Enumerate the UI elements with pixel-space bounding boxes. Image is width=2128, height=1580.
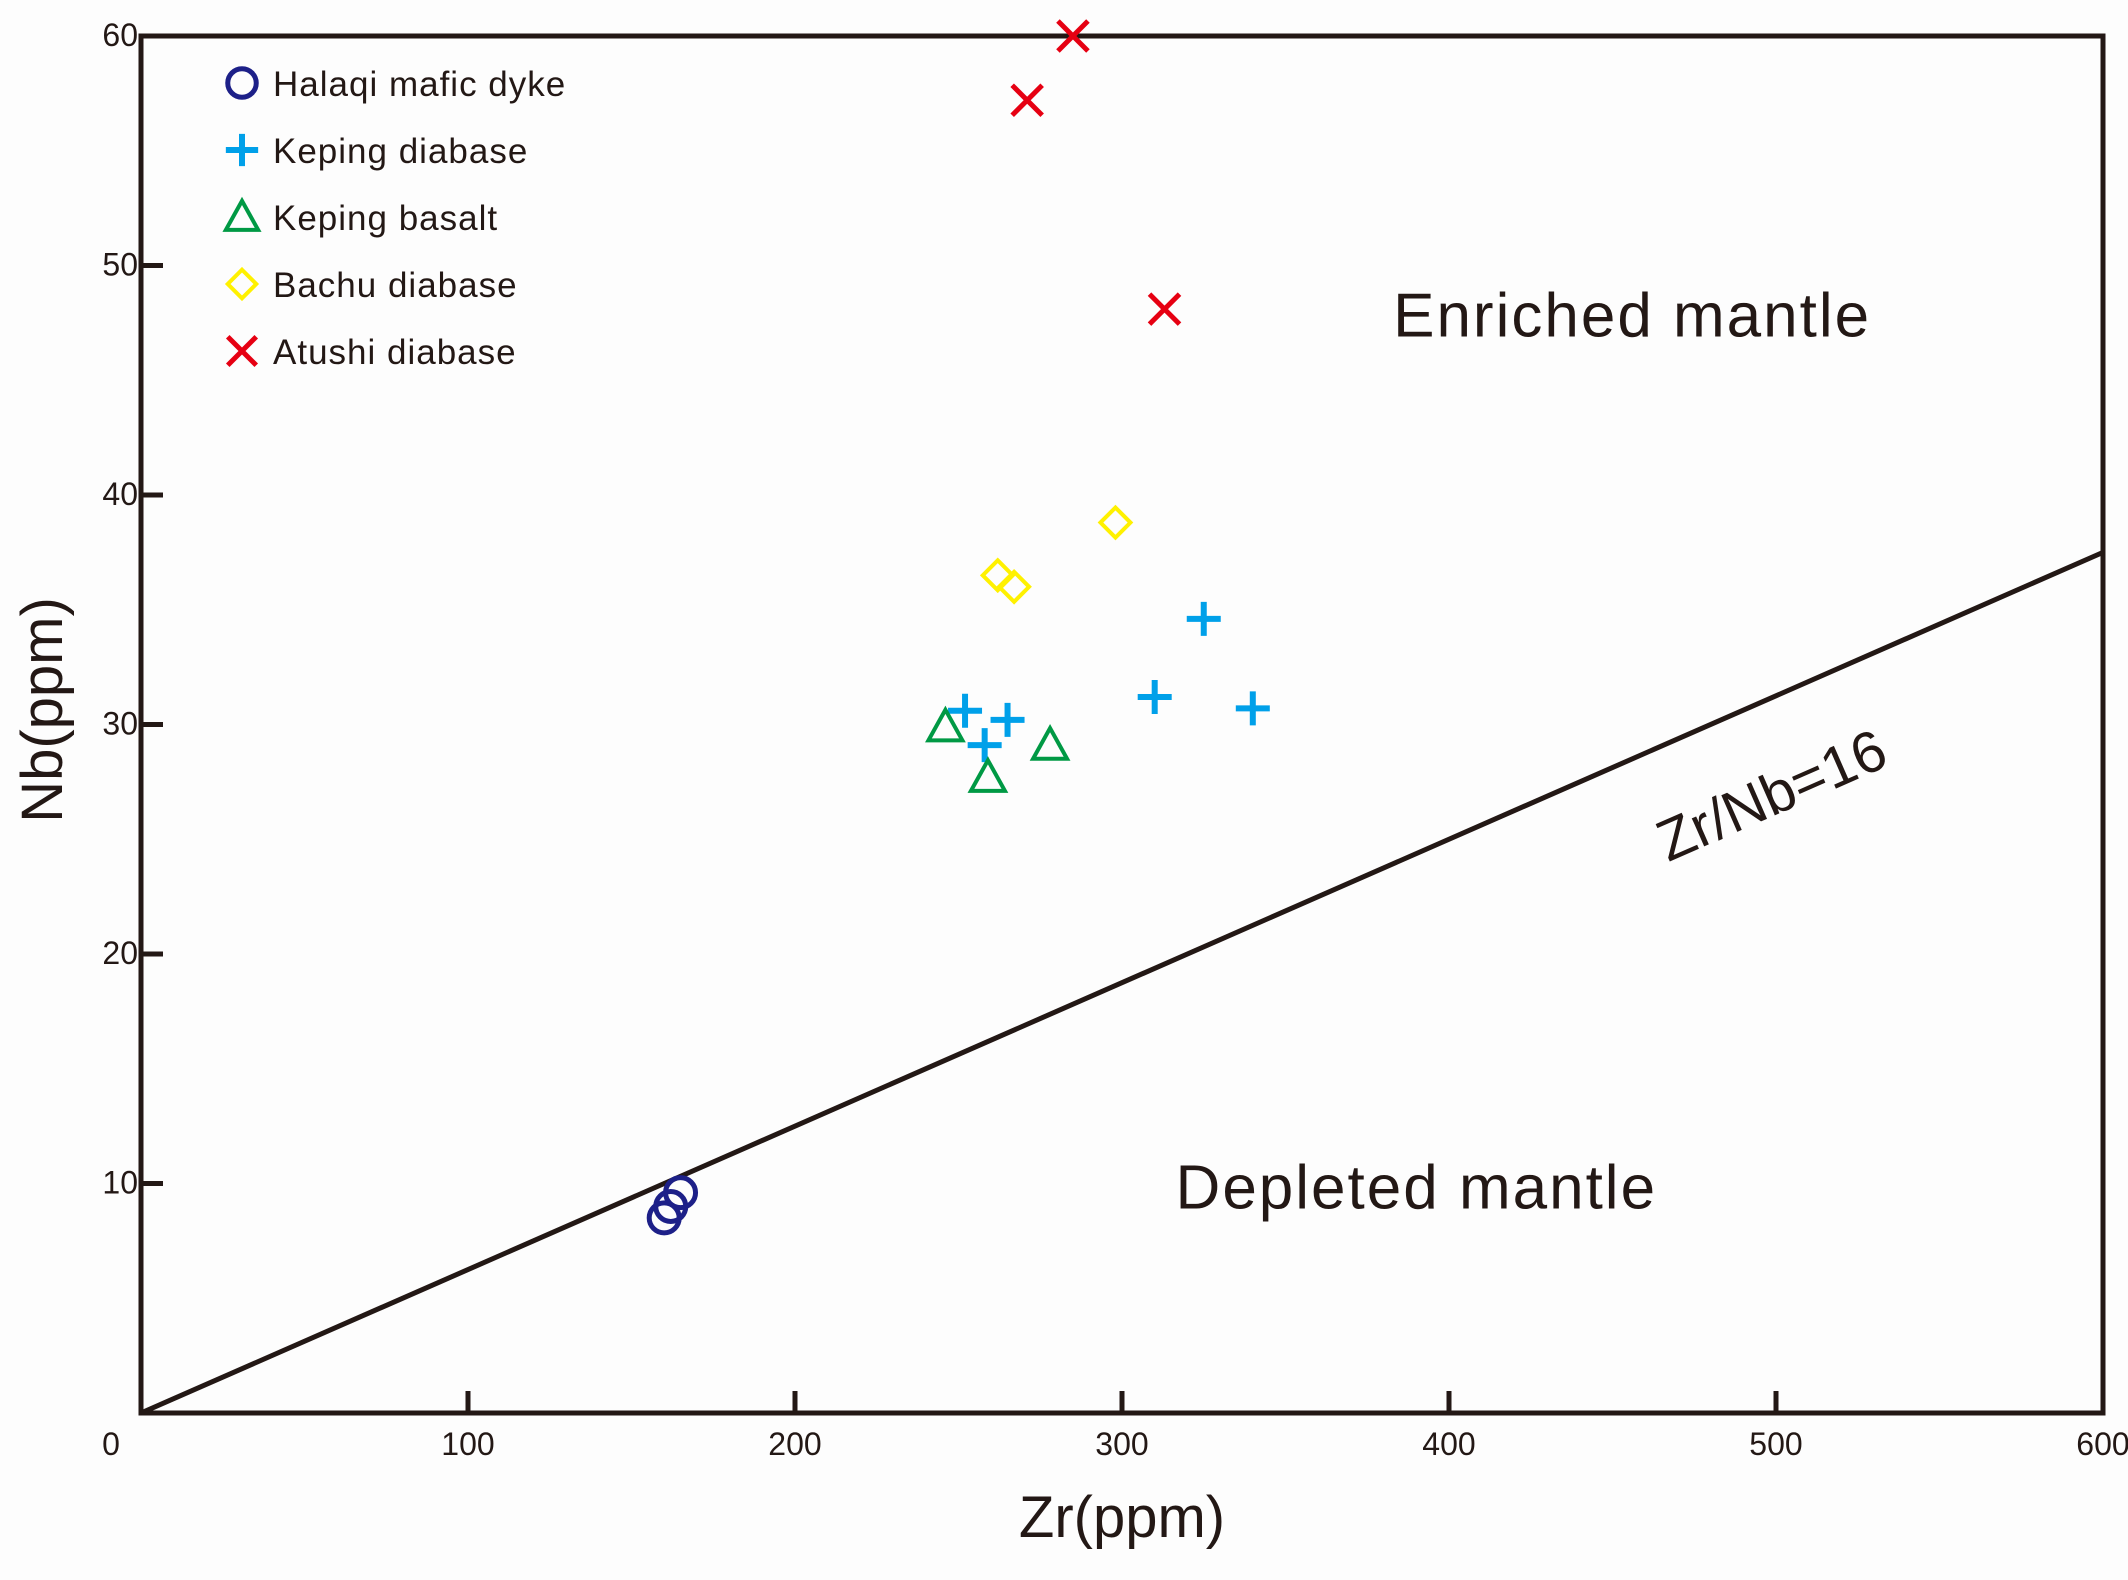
legend-label-keping-diabase: Keping diabase xyxy=(273,132,528,171)
data-point-atushi-diabase xyxy=(1010,83,1044,118)
y-tick-label: 30 xyxy=(102,706,138,742)
annotations: Enriched mantle Depleted mantle xyxy=(1176,282,1871,1223)
legend-label-keping-basalt: Keping basalt xyxy=(273,199,498,238)
legend-marker-bachu-diabase xyxy=(224,266,260,302)
y-tick-label: 10 xyxy=(102,1165,138,1201)
x-axis-title: Zr(ppm) xyxy=(1019,1485,1225,1550)
data-point-bachu-diabase xyxy=(1097,504,1134,541)
y-tick-label: 50 xyxy=(102,247,138,283)
legend-marker-atushi-diabase xyxy=(225,334,259,368)
x-tick-label: 100 xyxy=(441,1426,494,1462)
legend-label-bachu-diabase: Bachu diabase xyxy=(273,266,518,305)
data-point-keping-diabase xyxy=(1235,691,1270,726)
x-tick-label: 0 xyxy=(102,1426,120,1462)
legend: Halaqi mafic dyke Keping diabase Keping ba… xyxy=(222,65,566,372)
legend-marker-keping-diabase xyxy=(225,133,259,167)
legend-label-atushi-diabase: Atushi diabase xyxy=(273,333,517,372)
data-point-bachu-diabase xyxy=(996,568,1032,605)
plot-area xyxy=(138,33,2106,1416)
region-label-depleted-mantle: Depleted mantle xyxy=(1176,1154,1658,1223)
y-tick-label: 60 xyxy=(102,17,138,53)
data-point-keping-basalt xyxy=(1029,724,1071,761)
legend-label-halaqi-mafic-dyke: Halaqi mafic dyke xyxy=(273,65,566,104)
y-tick-label: 40 xyxy=(102,476,138,512)
legend-marker-halaqi-mafic-dyke xyxy=(225,66,259,100)
data-point-keping-basalt xyxy=(967,756,1009,793)
axes-layer: 0 100 200 300 400 500 600 10 20 30 40 50 60 Zr(ppm) Nb… xyxy=(10,17,2128,1550)
reference-line-label: Zr/Nb=16 xyxy=(1647,717,1896,874)
data-point-keping-diabase xyxy=(948,693,983,728)
x-tick-label: 600 xyxy=(2076,1426,2128,1462)
legend-marker-keping-basalt xyxy=(222,196,262,232)
reference-line-zr-nb-16 xyxy=(139,550,2105,1416)
data-point-atushi-diabase xyxy=(1147,292,1182,326)
data-points-layer xyxy=(646,19,1270,1236)
data-point-bachu-diabase xyxy=(979,557,1016,594)
data-point-keping-diabase xyxy=(1137,679,1172,714)
data-point-keping-diabase xyxy=(990,702,1025,737)
x-tick-label: 400 xyxy=(1422,1426,1475,1462)
data-point-keping-basalt xyxy=(925,705,966,743)
x-tick-label: 200 xyxy=(768,1426,821,1462)
y-tick-label: 20 xyxy=(102,935,138,971)
y-axis-title: Nb(ppm) xyxy=(10,597,75,823)
data-point-keping-diabase xyxy=(1186,601,1221,636)
plot-frame xyxy=(138,33,2106,1416)
region-label-enriched-mantle: Enriched mantle xyxy=(1393,282,1871,351)
reference-line-layer: Zr/Nb=16 xyxy=(139,550,2105,1416)
x-tick-label: 500 xyxy=(1749,1426,1802,1462)
data-point-atushi-diabase xyxy=(1056,19,1090,53)
data-point-keping-diabase xyxy=(967,728,1002,763)
data-point-halaqi-mafic-dyke xyxy=(653,1188,689,1224)
x-tick-label: 300 xyxy=(1095,1426,1148,1462)
